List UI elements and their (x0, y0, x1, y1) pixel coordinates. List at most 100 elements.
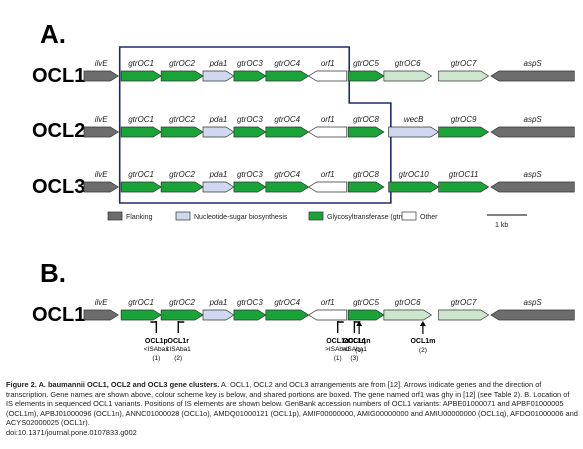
ocl1-gene-arrow-gtroc2 (161, 71, 203, 81)
b-ocl1-gene-arrow-asps (491, 310, 574, 320)
ocl2-gene-arrow-gtroc3 (234, 127, 266, 137)
ocl1-gene-arrow-gtroc1 (121, 71, 161, 81)
panel-a-label: A. (40, 19, 66, 49)
ocl2-gene-label-wecb: wecB (404, 115, 424, 124)
b-ocl1-gene-label-gtroc2: gtrOC2 (169, 298, 195, 307)
ocl2-gene-arrow-gtroc4 (266, 127, 309, 137)
insertion-count-ocl1m: (2) (419, 347, 427, 354)
ocl1-gene-label-gtroc2: gtrOC2 (169, 59, 195, 68)
ocl2-gene-label-gtroc1: gtrOC1 (128, 115, 154, 124)
ocl1-gene-arrow-ilve (84, 71, 118, 81)
b-ocl1-gene-label-gtroc6: gtrOC6 (395, 298, 421, 307)
ocl2-gene-arrow-pda1 (203, 127, 234, 137)
ocl3-gene-label-gtroc4: gtrOC4 (274, 170, 300, 179)
scale-bar: 1 kb (487, 215, 527, 229)
legend-swatch-other (402, 212, 416, 220)
ocl3-gene-label-gtroc8: gtrOC8 (353, 170, 379, 179)
ocl3-gene-arrow-ilve (84, 182, 118, 192)
legend: Flanking Nucleotide-sugar biosynthesis Gly… (108, 212, 438, 221)
track-ocl3: OCL3 ilvE gtrOC1 gtrOC2 pda1 gtrOC3 gtrOC4 orf… (32, 170, 574, 198)
insertion-count-ocl1p: (1) (152, 355, 160, 362)
legend-swatch-nucleotide (176, 212, 190, 220)
scale-bar-label: 1 kb (495, 222, 508, 229)
ocl3-gene-label-orf1: orf1 (321, 170, 335, 179)
insertion-marker-ocl1o (338, 321, 344, 333)
insertion-count-ocl1n: (1) (355, 347, 363, 354)
ocl1-gene-arrow-gtroc3 (234, 71, 266, 81)
caption-title: Figure 2. A. baumannii OCL1, OCL2 and OC… (6, 380, 219, 389)
legend-label-flanking: Flanking (126, 214, 153, 221)
ocl3-gene-label-gtroc1: gtrOC1 (128, 170, 154, 179)
ocl1-gene-arrow-gtroc7 (439, 71, 489, 81)
insertion-count-ocl1r: (2) (174, 355, 182, 362)
ocl1-gene-arrow-asps (491, 71, 574, 81)
b-ocl1-gene-arrow-pda1 (203, 310, 234, 320)
insertion-is-ocl1r: <ISAba1 (166, 346, 192, 353)
insertion-name-ocl1m: OCL1m (410, 338, 435, 345)
b-ocl1-gene-label-gtroc7: gtrOC7 (451, 298, 477, 307)
ocl3-gene-arrow-orf1 (309, 182, 347, 192)
ocl3-gene-arrow-gtroc3 (234, 182, 266, 192)
ocl3-gene-arrow-gtroc4 (266, 182, 309, 192)
track-label-ocl2: OCL2 (32, 120, 85, 142)
ocl2-gene-label-gtroc8: gtrOC8 (353, 115, 379, 124)
insertion-marker-ocl1p (150, 321, 156, 333)
ocl1-gene-label-gtroc3: gtrOC3 (237, 59, 263, 68)
legend-swatch-glycosyl (309, 212, 323, 220)
track-ocl1: OCL1 ilvE gtrOC1 gtrOC2 pda1 gtrOC3 gtrOC4 orf… (32, 59, 574, 87)
ocl1-gene-arrow-orf1 (309, 71, 347, 81)
b-ocl1-gene-arrow-gtroc4 (266, 310, 309, 320)
ocl2-gene-label-gtroc2: gtrOC2 (169, 115, 195, 124)
legend-label-other: Other (420, 214, 438, 221)
ocl3-gene-label-gtroc2: gtrOC2 (169, 170, 195, 179)
ocl2-gene-arrow-gtroc1 (121, 127, 161, 137)
b-ocl1-gene-arrow-gtroc5 (348, 310, 384, 320)
b-ocl1-gene-arrow-gtroc7 (439, 310, 489, 320)
ocl3-gene-label-gtroc3: gtrOC3 (237, 170, 263, 179)
ocl3-gene-arrow-pda1 (203, 182, 234, 192)
track-label-b-ocl1: OCL1 (32, 304, 85, 326)
ocl2-gene-arrow-orf1 (309, 127, 347, 137)
track-b-ocl1: OCL1 ilvE gtrOC1 gtrOC2 pda1 gtrOC3 gtrOC4 orf… (32, 298, 574, 326)
b-ocl1-gene-arrow-ilve (84, 310, 118, 320)
figure-caption: Figure 2. A. baumannii OCL1, OCL2 and OC… (6, 380, 578, 437)
ocl3-gene-arrow-gtroc11 (439, 182, 489, 192)
ocl1-gene-label-gtroc1: gtrOC1 (128, 59, 154, 68)
track-ocl2: OCL2 ilvE gtrOC1 gtrOC2 pda1 gtrOC3 gtrOC4 orf… (32, 115, 574, 142)
ocl3-gene-label-asps: aspS (524, 170, 543, 179)
b-ocl1-gene-arrow-gtroc2 (161, 310, 203, 320)
ocl2-gene-label-gtroc9: gtrOC9 (451, 115, 477, 124)
ocl2-gene-arrow-gtroc8 (348, 127, 384, 137)
is-insertions: OCL1p<ISAba1 (1) OCL1r<ISAba1 (2) OCL1o>ISAb… (144, 321, 436, 362)
b-ocl1-gene-arrow-orf1 (309, 310, 347, 320)
ocl1-gene-arrow-gtroc6 (384, 71, 432, 81)
ocl2-gene-arrow-wecb (389, 127, 439, 137)
ocl2-gene-arrow-ilve (84, 127, 118, 137)
ocl3-gene-arrow-asps (491, 182, 574, 192)
insertion-name-ocl1p: OCL1p (145, 338, 168, 345)
track-label-ocl3: OCL3 (32, 176, 85, 198)
b-ocl1-gene-arrow-gtroc1 (121, 310, 161, 320)
ocl1-gene-label-ilve: ilvE (95, 59, 109, 68)
ocl3-gene-label-gtroc11: gtrOC11 (449, 170, 479, 179)
ocl1-gene-label-gtroc5: gtrOC5 (353, 59, 379, 68)
b-ocl1-gene-arrow-gtroc3 (234, 310, 266, 320)
ocl1-gene-arrow-pda1 (203, 71, 234, 81)
b-ocl1-gene-label-asps: aspS (524, 298, 543, 307)
b-ocl1-gene-label-gtroc5: gtrOC5 (353, 298, 379, 307)
b-ocl1-gene-arrow-gtroc6 (384, 310, 432, 320)
track-label-ocl1: OCL1 (32, 65, 85, 87)
legend-label-glycosyl: Glycosyltransferase (gtrOC) (327, 214, 414, 221)
legend-label-nucleotide: Nucleotide-sugar biosynthesis (194, 214, 288, 221)
ocl2-gene-arrow-gtroc9 (439, 127, 489, 137)
b-ocl1-gene-label-ilve: ilvE (95, 298, 109, 307)
b-ocl1-gene-label-pda1: pda1 (209, 298, 228, 307)
ocl3-gene-arrow-gtroc8 (348, 182, 384, 192)
insertion-name-ocl1n: OCL1n (348, 338, 371, 345)
ocl2-gene-label-pda1: pda1 (209, 115, 228, 124)
ocl2-gene-arrow-gtroc2 (161, 127, 203, 137)
ocl1-gene-arrow-gtroc5 (348, 71, 384, 81)
shared-region-box (120, 47, 391, 203)
b-ocl1-gene-label-gtroc4: gtrOC4 (274, 298, 300, 307)
ocl2-gene-arrow-asps (491, 127, 574, 137)
